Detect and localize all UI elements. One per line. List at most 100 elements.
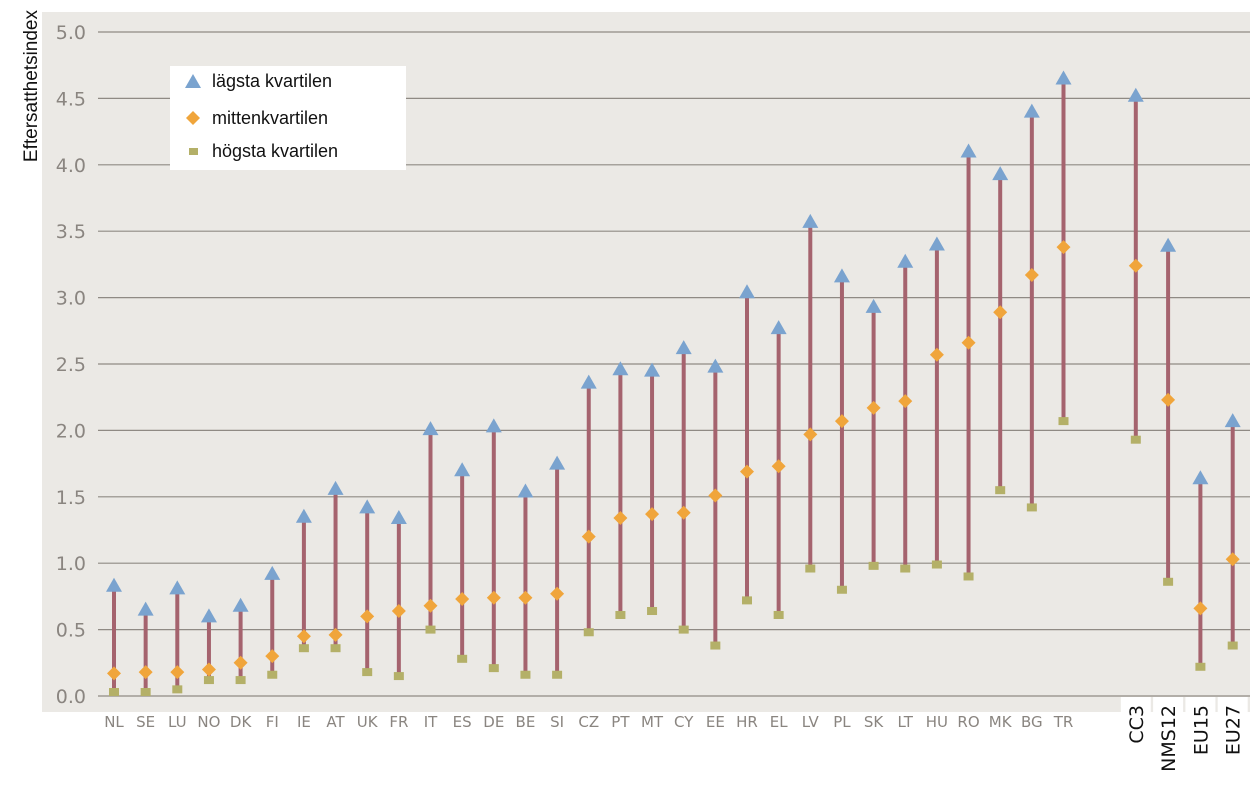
x-tick-label: HU xyxy=(926,713,948,731)
marker-middle-quartile xyxy=(961,335,976,350)
marker-lowest-quartile xyxy=(739,284,755,299)
x-tick-label: IT xyxy=(424,713,438,731)
marker-lowest-quartile xyxy=(802,213,819,228)
marker-middle-quartile xyxy=(486,590,501,605)
marker-middle-quartile xyxy=(929,347,944,362)
x-tick-label: SK xyxy=(864,713,885,731)
marker-middle-quartile xyxy=(898,394,913,409)
marker-highest-quartile xyxy=(330,644,341,653)
marker-lowest-quartile xyxy=(327,480,344,495)
y-tick-label: 0.0 xyxy=(56,686,86,708)
y-tick-label: 5.0 xyxy=(56,22,86,44)
y-tick-label: 1.5 xyxy=(56,487,86,509)
marker-highest-quartile xyxy=(457,654,468,663)
marker-highest-quartile xyxy=(520,670,531,679)
marker-lowest-quartile xyxy=(454,462,471,477)
x-tick-label: NO xyxy=(197,713,220,731)
marker-highest-quartile xyxy=(836,585,847,594)
marker-lowest-quartile xyxy=(295,508,312,523)
marker-highest-quartile xyxy=(488,664,499,673)
x-tick-label: CZ xyxy=(578,713,599,731)
marker-highest-quartile xyxy=(1058,417,1069,426)
legend-label-lowest: lägsta kvartilen xyxy=(212,70,333,91)
x-tick-label: BE xyxy=(516,713,536,731)
marker-highest-quartile xyxy=(773,610,784,619)
x-tick-label: MT xyxy=(641,713,664,731)
marker-highest-quartile xyxy=(1026,503,1037,512)
marker-middle-quartile xyxy=(296,629,311,644)
legend-label-middle: mittenkvartilen xyxy=(212,107,329,128)
marker-middle-quartile xyxy=(265,649,280,664)
marker-middle-quartile xyxy=(866,400,881,415)
marker-highest-quartile xyxy=(109,688,119,697)
marker-lowest-quartile xyxy=(1055,70,1072,85)
x-tick-label: AT xyxy=(326,713,345,731)
legend-item-lowest: lägsta kvartilen xyxy=(182,66,332,96)
marker-lowest-quartile xyxy=(1023,103,1040,118)
x-tick-label: FI xyxy=(266,713,279,731)
marker-highest-quartile xyxy=(615,610,626,619)
x-tick-label: BG xyxy=(1021,713,1043,731)
marker-middle-quartile xyxy=(138,665,153,680)
x-tick-label: LV xyxy=(802,713,820,731)
marker-middle-quartile xyxy=(550,586,565,601)
x-label-box xyxy=(1120,697,1151,781)
marker-highest-quartile xyxy=(963,572,974,581)
marker-middle-quartile xyxy=(740,464,754,479)
x-tick-label: NMS12 xyxy=(1158,705,1180,772)
marker-middle-quartile xyxy=(1225,552,1240,567)
marker-highest-quartile xyxy=(710,641,721,650)
marker-highest-quartile xyxy=(140,688,151,697)
marker-middle-quartile xyxy=(233,655,248,670)
x-tick-label: DE xyxy=(483,713,504,731)
x-label-box xyxy=(1185,697,1216,781)
marker-middle-quartile xyxy=(423,598,438,613)
square-marker-icon xyxy=(182,141,204,161)
marker-middle-quartile xyxy=(170,665,185,680)
legend-item-highest: högsta kvartilen xyxy=(182,136,338,166)
marker-highest-quartile xyxy=(1163,577,1174,586)
marker-middle-quartile xyxy=(581,529,596,544)
y-tick-label: 3.0 xyxy=(56,288,86,310)
marker-lowest-quartile xyxy=(897,253,914,268)
marker-middle-quartile xyxy=(645,507,660,522)
marker-highest-quartile xyxy=(362,668,373,677)
x-tick-label: TR xyxy=(1053,713,1074,731)
x-tick-label: SI xyxy=(550,713,564,731)
marker-middle-quartile xyxy=(613,511,628,526)
x-label-box xyxy=(1153,697,1184,781)
marker-lowest-quartile xyxy=(928,236,945,251)
marker-highest-quartile xyxy=(583,628,594,637)
y-tick-label: 0.5 xyxy=(56,620,86,642)
x-tick-label: SE xyxy=(136,713,155,731)
y-axis-label-box: Eftersatthetsindex xyxy=(0,0,42,285)
marker-lowest-quartile xyxy=(770,320,787,335)
marker-highest-quartile xyxy=(900,564,911,573)
legend-item-middle: mittenkvartilen xyxy=(182,103,328,133)
y-tick-label: 2.0 xyxy=(56,420,86,442)
marker-lowest-quartile xyxy=(390,510,407,525)
marker-middle-quartile xyxy=(1193,601,1208,616)
marker-lowest-quartile xyxy=(485,418,502,433)
marker-highest-quartile xyxy=(995,486,1006,495)
marker-middle-quartile xyxy=(201,662,216,677)
marker-middle-quartile xyxy=(708,488,723,503)
x-tick-label: CY xyxy=(674,713,694,731)
marker-middle-quartile xyxy=(803,427,818,442)
marker-lowest-quartile xyxy=(833,268,850,283)
y-tick-label: 1.0 xyxy=(56,553,86,575)
legend-label-highest: högsta kvartilen xyxy=(212,140,339,161)
x-tick-label: MK xyxy=(989,713,1013,731)
legend: lägsta kvartilen mittenkvartilen högsta … xyxy=(170,66,406,170)
marker-middle-quartile xyxy=(1128,258,1143,273)
x-axis-label-box xyxy=(540,752,723,781)
x-tick-label: LT xyxy=(898,713,914,731)
x-tick-label: PL xyxy=(833,713,851,731)
diamond-marker-icon xyxy=(182,108,204,128)
x-tick-label: FR xyxy=(389,713,408,731)
marker-lowest-quartile xyxy=(169,580,186,595)
marker-lowest-quartile xyxy=(264,565,281,580)
marker-lowest-quartile xyxy=(232,597,249,612)
marker-lowest-quartile xyxy=(580,374,597,389)
marker-middle-quartile xyxy=(107,666,121,681)
